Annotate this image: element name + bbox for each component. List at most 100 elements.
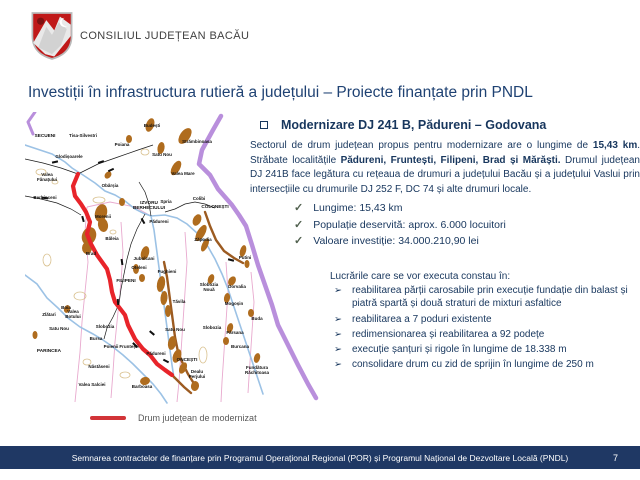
intro-segment: Drumul județean DJ 241B face legătura cu…	[250, 154, 640, 195]
village-patches	[32, 118, 261, 391]
legend-label: Drum județean de modernizat	[138, 413, 257, 423]
village-label: Mogoșin	[225, 301, 244, 307]
terrain-contours	[35, 148, 208, 379]
fact-item: ✓ Populație deservită: aprox. 6.000 locui…	[294, 217, 640, 234]
village-label: Tăvila	[173, 299, 186, 304]
footer-caption: Semnarea contractelor de finanțare prin …	[71, 452, 569, 463]
rivers	[25, 144, 264, 404]
village-label: Spria	[160, 199, 172, 204]
village-label: IZVORU BERHECIULUI	[133, 200, 165, 210]
org-name: CONSILIUL JUDEȚEAN BACĂU	[80, 30, 250, 42]
village-label: Zăpodia	[194, 237, 212, 242]
village-label: Strămbinoasa	[182, 139, 212, 144]
work-item: ➢ redimensionarea și reabilitarea a 92 po…	[334, 328, 640, 342]
arrow-bullet-icon: ➢	[334, 328, 342, 340]
work-item: ➢ consolidare drum cu zid de sprijin în l…	[334, 358, 640, 372]
village-label: Zlătari	[42, 312, 56, 317]
square-bullet-icon	[260, 121, 268, 129]
intro-segment: Pădureni, Fruntești, Filipeni, Brad și M…	[340, 154, 561, 166]
page-number: 7	[612, 452, 618, 463]
arrow-bullet-icon: ➢	[334, 313, 342, 325]
village-label: Slobozia Nouă	[200, 282, 219, 292]
village-label: Burcana	[231, 344, 250, 349]
village-label: Satu Nou	[165, 327, 185, 332]
checkmark-icon: ✓	[294, 202, 304, 214]
village-label: Poiana	[115, 142, 130, 147]
village-label: ONCEȘTI	[177, 357, 198, 363]
village-label: Colibi	[193, 196, 206, 201]
village-label: Fruntești	[119, 344, 138, 350]
work-text: reabilitarea părții carosabile prin exec…	[352, 284, 628, 310]
fact-text: Lungime: 15,43 km	[313, 202, 403, 214]
village-label: Obârșia	[102, 183, 119, 189]
fact-item: ✓ Lungime: 15,43 km	[294, 200, 640, 217]
village-label: Satu Nou	[152, 152, 172, 157]
village-label: Boia	[61, 305, 71, 310]
checkmark-icon: ✓	[294, 235, 304, 247]
map-village-labels: SECUENI Tisa-Silvestri Poiana Budești Strămb…	[33, 123, 269, 389]
fact-text: Valoare investiție: 34.000.210,90 lei	[313, 235, 479, 247]
village-label: Fârsana	[226, 330, 244, 335]
road-number-marks	[41, 160, 235, 364]
project-facts-list: ✓ Lungime: 15,43 km ✓ Populație deservită: …	[250, 200, 640, 250]
local-roads	[25, 144, 216, 340]
county-coat-of-arms	[31, 12, 73, 60]
village-label: Băleia	[105, 236, 119, 241]
project-title: Modernizare DJ 241 B, Pădureni – Godovan…	[281, 118, 547, 132]
arrow-bullet-icon: ➢	[334, 359, 342, 371]
project-panel: Modernizare DJ 241 B, Pădureni – Godovan…	[250, 118, 640, 374]
arrow-bullet-icon: ➢	[334, 344, 342, 356]
village-label: Dorvalia	[228, 284, 246, 289]
work-text: consolidare drum cu zid de sprijin în lu…	[352, 359, 594, 371]
village-label: Buda	[251, 316, 263, 321]
village-label: COLONEȘTI	[201, 204, 228, 210]
village-label: Tisa-Silvestri	[69, 133, 97, 138]
works-list: ➢ reabilitarea părții carosabile prin exe…	[250, 284, 640, 373]
village-label: Jubolcani	[133, 256, 154, 261]
village-label: Barboasa	[132, 384, 153, 389]
village-label: Valea Botului	[65, 309, 81, 319]
village-label: Năstăseni	[88, 364, 109, 369]
village-label: Putini	[239, 255, 252, 260]
village-label: Valea Mare	[171, 171, 195, 176]
work-item: ➢ reabilitarea a 7 poduri existente	[334, 313, 640, 327]
village-label: Oteleni	[131, 265, 146, 270]
legend-red-line	[90, 416, 126, 420]
project-intro: Sectorul de drum județean propus pentru …	[250, 139, 640, 197]
footer-bar: Semnarea contractelor de finanțare prin …	[0, 446, 640, 469]
county-road-map: SECUENI Tisa-Silvestri Poiana Budești Strămb…	[25, 112, 321, 404]
village-label: Morenii	[95, 214, 111, 219]
village-label: Slobozia	[203, 325, 222, 330]
fact-text: Populație deservită: aprox. 6.000 locuit…	[313, 218, 506, 231]
fact-item: ✓ Valoare investiție: 34.000.210,90 lei	[294, 233, 640, 250]
village-label: Fughieni	[158, 269, 177, 274]
village-label: Brad	[86, 251, 97, 256]
checkmark-icon: ✓	[294, 218, 304, 231]
village-label: Valea Fânațului	[37, 172, 57, 183]
intro-segment: 15,43 km	[592, 140, 638, 151]
village-label: Budești	[144, 123, 161, 129]
map-legend: Drum județean de modernizat	[90, 413, 257, 423]
work-item: ➢ reabilitarea părții carosabile prin exe…	[334, 284, 640, 312]
modernized-road-dj241b	[70, 171, 175, 378]
village-label: SECUENI	[35, 133, 56, 138]
county-boundary	[26, 112, 319, 401]
village-label: Glodișoarele	[55, 154, 83, 160]
village-label: Satu Nou	[49, 326, 69, 331]
village-label: Valea Salciei	[78, 382, 105, 387]
page-title: Investiții în infrastructura rutieră a j…	[28, 84, 533, 101]
map-canvas: SECUENI Tisa-Silvestri Poiana Budești Strămb…	[25, 112, 319, 404]
work-text: reabilitarea a 7 poduri existente	[352, 313, 492, 325]
work-text: redimensionarea și reabilitarea a 92 pod…	[352, 328, 545, 340]
village-label: Bursa	[90, 336, 103, 341]
village-label: Pădureni	[149, 219, 168, 224]
village-label: Berbinceni	[33, 195, 56, 200]
intro-segment: . Străbate localitățile	[250, 140, 640, 166]
work-item: ➢ execuție șanțuri și rigole în lungime d…	[334, 343, 640, 357]
works-heading: Lucrările care se vor executa constau în…	[330, 270, 511, 282]
village-label: Fundătura Răchitoasa	[245, 365, 270, 375]
village-label: FILIPENI	[116, 278, 135, 283]
arrow-bullet-icon: ➢	[334, 284, 342, 296]
intro-segment: Sectorul de drum județean propus pentru …	[250, 140, 593, 151]
